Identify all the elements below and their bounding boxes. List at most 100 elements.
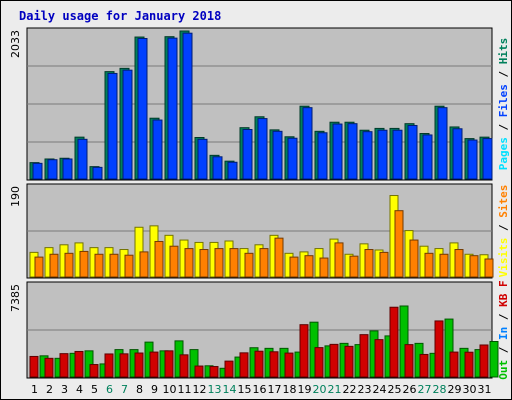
- x-tick-label: 7: [121, 383, 128, 396]
- x-tick-label: 4: [76, 383, 83, 396]
- bar-kb-f-19: [299, 324, 309, 378]
- label-separator: /: [497, 64, 510, 84]
- y-max-label: 2033: [9, 30, 22, 58]
- x-tick-label: 28: [433, 383, 447, 396]
- bar-kb-f-6: [104, 353, 114, 378]
- chart-panel-1: 2033 Pages / Files / Hits: [9, 27, 510, 181]
- x-tick-label: 11: [178, 383, 192, 396]
- bar-sites-15: [244, 252, 254, 278]
- bar-files-5: [92, 166, 103, 180]
- label-separator: /: [497, 117, 510, 137]
- x-tick-label: 25: [388, 383, 402, 396]
- bar-sites-26: [409, 239, 419, 278]
- bar-files-28: [437, 107, 448, 180]
- bar-sites-5: [94, 253, 104, 278]
- bar-files-27: [422, 134, 433, 180]
- label-separator: /: [497, 307, 510, 327]
- x-tick-label: 17: [268, 383, 282, 396]
- x-tick-label: 15: [238, 383, 252, 396]
- bar-files-3: [62, 158, 73, 180]
- series-label-pages: Pages: [497, 137, 510, 170]
- bar-files-12: [197, 138, 208, 180]
- bar-kb-f-7: [119, 353, 129, 378]
- x-tick-label: 19: [298, 383, 312, 396]
- bar-sites-23: [364, 249, 374, 278]
- y-max-label: 190: [9, 186, 22, 207]
- bar-kb-f-10: [164, 350, 174, 378]
- bar-sites-18: [289, 256, 299, 278]
- bar-sites-2: [49, 253, 59, 278]
- bar-files-1: [32, 162, 43, 180]
- y-axis-label: Out / In / KB F: [497, 280, 510, 379]
- bar-sites-1: [34, 256, 44, 278]
- bar-kb-f-13: [209, 366, 219, 378]
- x-tick-label: 23: [358, 383, 372, 396]
- bar-files-30: [467, 139, 478, 180]
- bar-files-29: [452, 128, 463, 180]
- x-tick-label: 24: [373, 383, 387, 396]
- bar-kb-f-24: [374, 339, 384, 378]
- bar-kb-f-27: [419, 353, 429, 378]
- bar-files-16: [257, 118, 268, 180]
- bar-sites-21: [334, 242, 344, 278]
- x-tick-label: 18: [283, 383, 297, 396]
- bar-sites-12: [199, 249, 209, 278]
- bar-files-23: [362, 131, 373, 180]
- x-tick-label: 9: [151, 383, 158, 396]
- bar-kb-f-25: [389, 306, 399, 378]
- series-label-out: Out: [497, 360, 510, 380]
- bar-sites-10: [169, 245, 179, 278]
- bar-kb-f-15: [239, 352, 249, 378]
- bar-sites-13: [214, 248, 224, 278]
- bar-kb-f-31: [479, 344, 489, 378]
- bar-files-19: [302, 107, 313, 180]
- bar-sites-25: [394, 210, 404, 278]
- series-label-files: Files: [497, 84, 510, 117]
- x-tick-label: 30: [463, 383, 477, 396]
- bar-files-21: [332, 123, 343, 180]
- bar-out-25: [399, 305, 409, 378]
- x-tick-label: 3: [61, 383, 68, 396]
- bar-sites-20: [319, 257, 329, 278]
- bar-sites-11: [184, 248, 194, 278]
- bar-files-7: [122, 69, 133, 180]
- bar-sites-24: [379, 251, 389, 278]
- bar-sites-14: [229, 248, 239, 278]
- x-tick-label: 16: [253, 383, 267, 396]
- bar-kb-f-20: [314, 347, 324, 378]
- x-tick-label: 13: [208, 383, 222, 396]
- series-label-sites: Sites: [497, 185, 510, 218]
- bar-out-31: [489, 340, 499, 378]
- series-label-kb-f: KB F: [497, 280, 510, 307]
- series-label-in: In: [497, 327, 510, 340]
- bar-files-6: [107, 72, 118, 180]
- bar-sites-19: [304, 255, 314, 278]
- chart-panel-3: 7385 Out / In / KB F: [9, 280, 510, 379]
- y-axis-label: Pages / Files / Hits: [497, 38, 510, 171]
- x-tick-label: 8: [136, 383, 143, 396]
- bar-kb-f-30: [464, 351, 474, 378]
- bar-kb-f-23: [359, 334, 369, 378]
- bar-files-22: [347, 123, 358, 180]
- bar-files-24: [377, 129, 388, 180]
- x-tick-label: 31: [478, 383, 492, 396]
- bar-kb-f-9: [149, 351, 159, 378]
- x-tick-label: 1: [31, 383, 38, 396]
- bar-files-31: [482, 138, 493, 180]
- bar-kb-f-3: [59, 353, 69, 378]
- x-tick-label: 5: [91, 383, 98, 396]
- bar-files-8: [137, 37, 148, 180]
- bar-files-26: [407, 124, 418, 180]
- x-tick-label: 6: [106, 383, 113, 396]
- bar-files-13: [212, 156, 223, 180]
- bar-kb-f-28: [434, 320, 444, 378]
- bar-out-4: [84, 350, 94, 378]
- bar-kb-f-4: [74, 350, 84, 378]
- bar-sites-27: [424, 252, 434, 278]
- bar-files-11: [182, 32, 193, 180]
- label-separator: /: [497, 340, 510, 360]
- bar-sites-22: [349, 255, 359, 278]
- bar-kb-f-11: [179, 354, 189, 378]
